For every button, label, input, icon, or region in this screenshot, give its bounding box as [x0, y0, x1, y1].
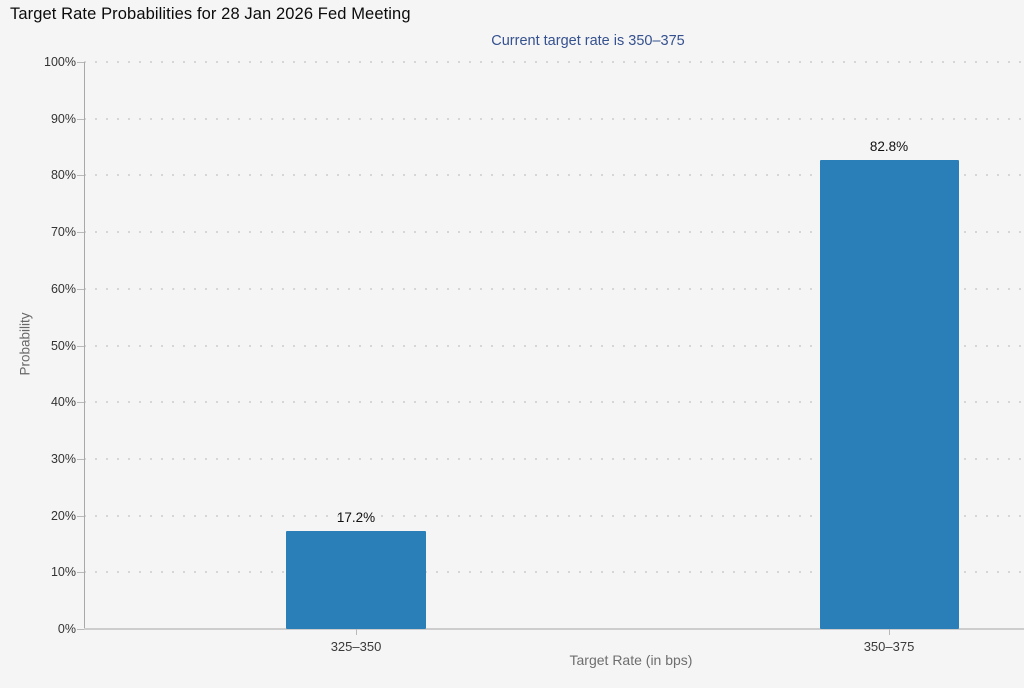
y-tick-mark — [77, 288, 84, 290]
probability-bar — [286, 531, 426, 629]
y-tick-mark — [77, 175, 84, 177]
y-tick-mark — [77, 515, 84, 517]
y-gridline — [84, 174, 1024, 177]
y-gridline — [84, 287, 1024, 290]
bar-value-label: 17.2% — [336, 510, 376, 526]
y-tick-label: 10% — [50, 565, 76, 580]
x-axis-spine — [84, 628, 1024, 630]
y-tick-mark — [77, 232, 84, 234]
y-tick-mark — [77, 345, 84, 347]
y-tick-mark — [77, 118, 84, 120]
y-tick-mark — [77, 572, 84, 574]
y-tick-label: 50% — [50, 338, 76, 353]
y-gridline — [84, 457, 1024, 460]
y-tick-mark — [77, 629, 84, 630]
y-gridline — [84, 514, 1024, 517]
y-gridline — [84, 571, 1024, 574]
y-tick-label: 60% — [50, 281, 76, 296]
y-tick-label: 90% — [50, 111, 76, 126]
probability-bar — [819, 159, 959, 629]
y-tick-label: 70% — [50, 225, 76, 240]
x-axis-title: Target Rate (in bps) — [569, 652, 693, 668]
y-gridline — [84, 117, 1024, 120]
y-tick-mark — [77, 402, 84, 404]
x-tick-mark — [356, 629, 357, 635]
y-tick-mark — [77, 62, 84, 63]
y-tick-label: 80% — [50, 168, 76, 183]
y-gridline — [84, 61, 1024, 63]
y-gridline — [84, 344, 1024, 347]
y-tick-label: 20% — [50, 508, 76, 523]
y-tick-label: 100% — [44, 55, 76, 69]
chart-subtitle: Current target rate is 350–375 — [491, 33, 685, 49]
chart-title: Target Rate Probabilities for 28 Jan 202… — [10, 5, 411, 23]
x-tick-mark — [889, 629, 890, 635]
y-gridline — [84, 401, 1024, 404]
y-tick-label: 0% — [57, 622, 76, 636]
y-tick-mark — [77, 458, 84, 460]
x-tick-label: 350–375 — [863, 639, 915, 654]
y-axis-spine — [84, 62, 85, 629]
y-tick-label: 30% — [50, 451, 76, 466]
x-tick-label: 325–350 — [330, 639, 382, 654]
bar-value-label: 82.8% — [869, 138, 909, 154]
y-gridline — [84, 231, 1024, 234]
y-tick-label: 40% — [50, 395, 76, 410]
